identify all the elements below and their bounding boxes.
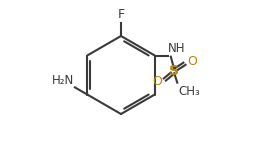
Text: H₂N: H₂N: [51, 74, 74, 87]
Text: O: O: [188, 55, 197, 68]
Text: O: O: [152, 75, 162, 88]
Text: NH: NH: [168, 42, 186, 55]
Text: CH₃: CH₃: [178, 85, 200, 99]
Text: S: S: [169, 64, 179, 78]
Text: F: F: [117, 8, 124, 21]
